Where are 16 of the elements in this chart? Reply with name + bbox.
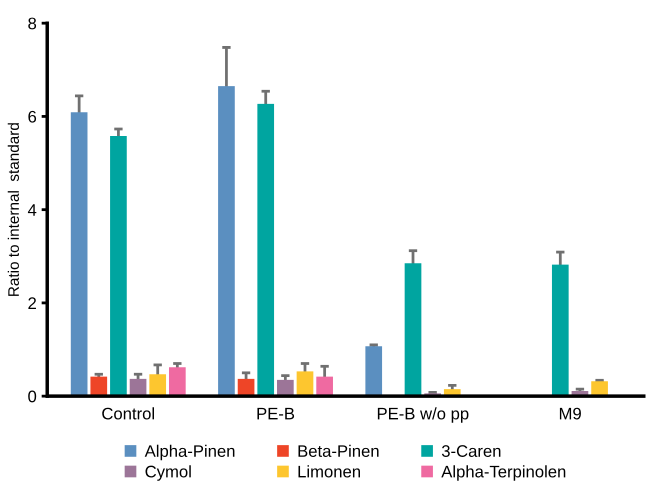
legend-label: Limonen: [298, 465, 360, 478]
y-axis-title: Ratio to internal standard: [8, 123, 19, 296]
y-tick-label: 6: [28, 110, 36, 123]
x-tick-label: PE-B: [257, 408, 294, 420]
legend-label: Beta-Pinen: [298, 444, 379, 457]
y-tick-label: 8: [28, 18, 36, 30]
legend-label: 3-Caren: [442, 445, 500, 457]
y-tick-label: 4: [28, 204, 36, 216]
legend-label: Alpha-Terpinolen: [441, 465, 566, 481]
legend-label: Cymol: [146, 465, 191, 481]
y-tick-label: 2: [28, 297, 36, 309]
x-tick-label: Control: [102, 407, 154, 420]
x-tick-label: M9: [560, 408, 581, 420]
y-tick-label: 0: [28, 390, 36, 402]
x-tick-label: PE-B w/o pp: [378, 407, 468, 423]
legend-label: Alpha-Pinen: [144, 444, 234, 460]
